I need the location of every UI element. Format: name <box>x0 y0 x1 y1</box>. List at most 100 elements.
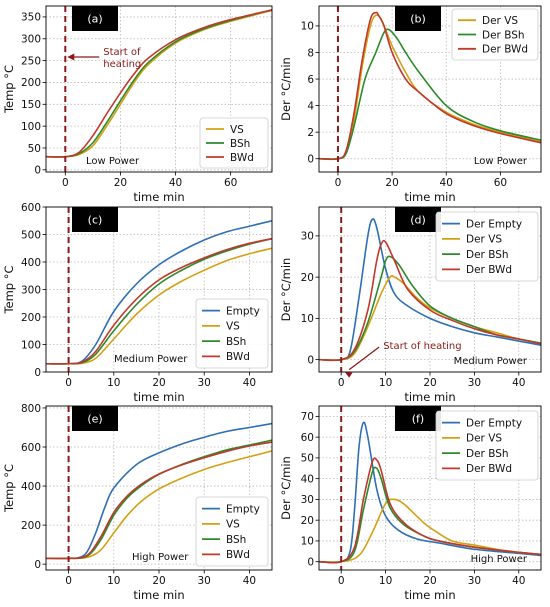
y-axis-label: Der °C/min <box>279 57 293 121</box>
x-axis-label: time min <box>404 190 455 204</box>
plot-frame <box>45 5 273 173</box>
y-tick-label: 2 <box>307 127 314 139</box>
y-axis-label: Der °C/min <box>279 456 293 520</box>
legend: VS BSh BWd <box>199 117 269 169</box>
x-tick-label: 0 <box>338 575 345 587</box>
x-tick-label: 20 <box>423 377 436 389</box>
x-axis-label: time min <box>133 390 184 404</box>
x-tick-label: 60 <box>494 177 507 189</box>
power-level-text: High Power <box>471 554 528 565</box>
y-tick-label: 400 <box>21 481 41 493</box>
panel-label-box <box>72 406 118 431</box>
x-axis-label: time min <box>404 390 455 404</box>
x-tick-label: 30 <box>198 377 211 389</box>
y-tick-label: 150 <box>21 99 41 111</box>
x-tick-label: 30 <box>198 575 211 587</box>
legend-box <box>451 8 539 61</box>
panel-label: (b) <box>410 13 426 26</box>
legend-entry: Empty <box>226 503 260 515</box>
y-tick-label: 200 <box>21 520 41 532</box>
y-tick-label: 10 <box>301 536 314 548</box>
y-tick-label: 100 <box>21 339 41 351</box>
x-tick-label: 20 <box>152 575 165 587</box>
legend-entry: BSh <box>226 336 246 348</box>
series-line-BWd <box>46 9 272 158</box>
y-tick-label: 0 <box>34 559 41 571</box>
x-tick-label: 40 <box>440 177 453 189</box>
x-tick-label: 0 <box>65 377 72 389</box>
legend-entry: BWd <box>230 152 254 164</box>
legend-entry: Der VS <box>482 15 518 27</box>
y-tick-label: 0 <box>307 354 314 366</box>
series-group <box>319 421 541 564</box>
y-tick-label: 4 <box>307 100 314 112</box>
power-level-text: High Power <box>132 552 189 563</box>
annotation-text: Start of heating <box>383 341 461 352</box>
y-tick-label: 350 <box>21 12 41 24</box>
legend-entry: Der VS <box>466 433 502 445</box>
x-tick-label: 10 <box>107 377 120 389</box>
legend-entry: Der Empty <box>466 218 522 230</box>
legend-entry: BWd <box>226 549 250 561</box>
legend-entry: BSh <box>226 534 246 546</box>
y-axis-label: Temp °C <box>2 65 16 114</box>
y-tick-label: 30 <box>301 494 314 506</box>
series-line-Empty <box>319 218 541 362</box>
series-group <box>46 422 272 560</box>
x-tick-label: 40 <box>512 377 525 389</box>
power-level-text: Medium Power <box>114 354 188 365</box>
annotation-arrow-head <box>345 371 354 378</box>
series-group <box>46 9 272 158</box>
panel-label-box <box>395 207 441 232</box>
legend-entry: Der BWd <box>466 463 512 475</box>
series-group <box>319 218 541 362</box>
y-axis-label: Der °C/min <box>279 258 293 322</box>
x-tick-label: 0 <box>338 377 345 389</box>
series-line-VS <box>319 498 541 563</box>
series-line-BWd <box>46 237 272 365</box>
y-tick-label: 500 <box>21 229 41 241</box>
y-tick-label: 8 <box>307 47 314 59</box>
y-tick-label: 0 <box>34 367 41 379</box>
panel-label: (d) <box>410 214 426 227</box>
x-tick-label: 60 <box>224 177 237 189</box>
legend-entry: Der BSh <box>466 249 509 261</box>
x-tick-label: 0 <box>335 177 342 189</box>
series-line-Empty <box>319 421 541 564</box>
y-tick-label: 0 <box>34 165 41 177</box>
annotation-text: heating <box>103 59 141 70</box>
legend-box <box>195 496 269 567</box>
y-tick-label: 6 <box>307 74 314 86</box>
x-tick-label: 30 <box>468 575 481 587</box>
y-tick-label: 40 <box>301 473 314 485</box>
y-tick-label: 300 <box>21 34 41 46</box>
x-tick-label: 20 <box>152 377 165 389</box>
y-tick-label: 100 <box>21 121 41 133</box>
legend-box <box>195 298 269 369</box>
panel-label: (e) <box>87 413 102 426</box>
y-tick-label: 70 <box>301 411 314 423</box>
x-tick-label: 10 <box>379 575 392 587</box>
series-line-BSh <box>46 9 272 158</box>
annotation-text: Start of <box>103 47 141 58</box>
y-tick-label: 0 <box>307 556 314 568</box>
annotation-arrow-line <box>348 346 380 371</box>
series-group <box>46 219 272 365</box>
legend-box <box>435 211 539 282</box>
legend-entry: BSh <box>230 138 250 150</box>
legend: Empty VS BSh BWd <box>195 496 269 567</box>
legend-entry: Der Empty <box>466 417 522 429</box>
legend: Der VS Der BSh Der BWd <box>451 8 539 61</box>
legend-box <box>435 410 539 481</box>
y-tick-label: 600 <box>21 202 41 214</box>
series-line-Empty <box>46 219 272 365</box>
panel-label-box <box>395 406 441 431</box>
y-tick-label: 10 <box>301 313 314 325</box>
panel-label-box <box>72 207 118 232</box>
panel-5: 0 10 20 30 40 0 10 20 30 40 50 60 70 time min Der °C/m… <box>279 405 542 602</box>
legend-entry: Der BSh <box>466 448 509 460</box>
series-line-BWd <box>319 239 541 362</box>
y-axis-label: Temp °C <box>2 464 16 513</box>
y-tick-label: 0 <box>307 154 314 166</box>
